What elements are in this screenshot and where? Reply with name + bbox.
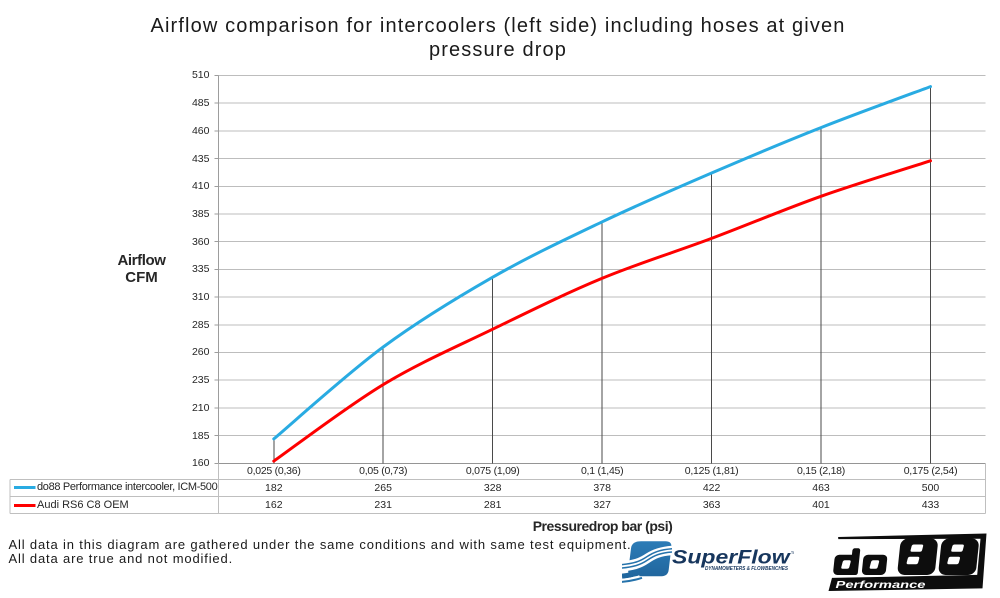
svg-text:™: ™ <box>791 551 795 558</box>
svg-text:DYNAMOMETERS & FLOWBENCHES: DYNAMOMETERS & FLOWBENCHES <box>705 566 789 572</box>
svg-text:SuperFlow: SuperFlow <box>672 548 791 569</box>
svg-text:Performance: Performance <box>836 580 926 591</box>
